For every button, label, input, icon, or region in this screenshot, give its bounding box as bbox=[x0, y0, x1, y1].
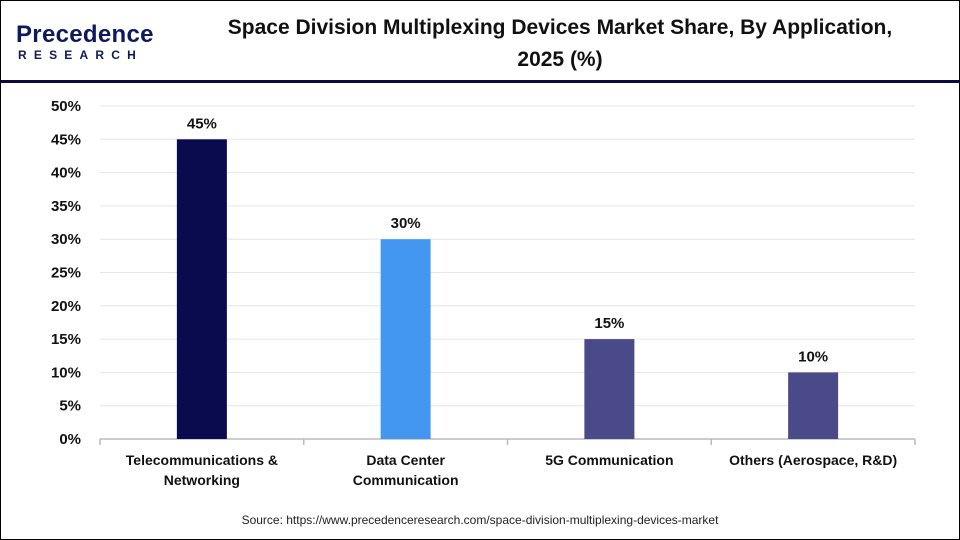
logo-line2: RESEARCH bbox=[18, 48, 143, 62]
y-tick-label: 25% bbox=[51, 265, 81, 282]
logo-line1: Precedence bbox=[16, 21, 154, 48]
bar bbox=[380, 239, 431, 439]
x-tick-label: Telecommunications & bbox=[126, 452, 278, 468]
data-label: 45% bbox=[187, 115, 217, 132]
bar bbox=[176, 139, 227, 440]
x-tick-label: Data Center bbox=[366, 452, 445, 468]
y-tick-label: 15% bbox=[51, 331, 81, 348]
y-tick-label: 5% bbox=[59, 398, 81, 415]
y-tick-label: 45% bbox=[51, 131, 81, 148]
x-tick-label: Networking bbox=[164, 472, 240, 488]
header-divider bbox=[1, 80, 959, 83]
y-tick-label: 40% bbox=[51, 165, 81, 182]
data-label: 30% bbox=[391, 215, 421, 232]
y-tick-label: 50% bbox=[51, 98, 81, 115]
y-tick-label: 20% bbox=[51, 298, 81, 315]
chart-title: Space Division Multiplexing Devices Mark… bbox=[227, 16, 893, 71]
y-tick-label: 0% bbox=[59, 431, 81, 448]
data-label: 10% bbox=[798, 348, 828, 365]
y-tick-label: 35% bbox=[51, 198, 81, 215]
x-tick-label: 5G Communication bbox=[545, 452, 673, 468]
source-text: Source: https://www.precedenceresearch.c… bbox=[241, 513, 719, 527]
x-tick-label: Communication bbox=[353, 472, 459, 488]
x-tick-label: Others (Aerospace, R&D) bbox=[729, 452, 897, 468]
data-label: 15% bbox=[594, 315, 624, 332]
y-tick-label: 30% bbox=[51, 231, 81, 248]
bar bbox=[788, 372, 839, 439]
bar bbox=[584, 339, 635, 439]
precedence-research-logo: Precedence RESEARCH bbox=[16, 21, 161, 63]
y-tick-label: 10% bbox=[51, 364, 81, 381]
